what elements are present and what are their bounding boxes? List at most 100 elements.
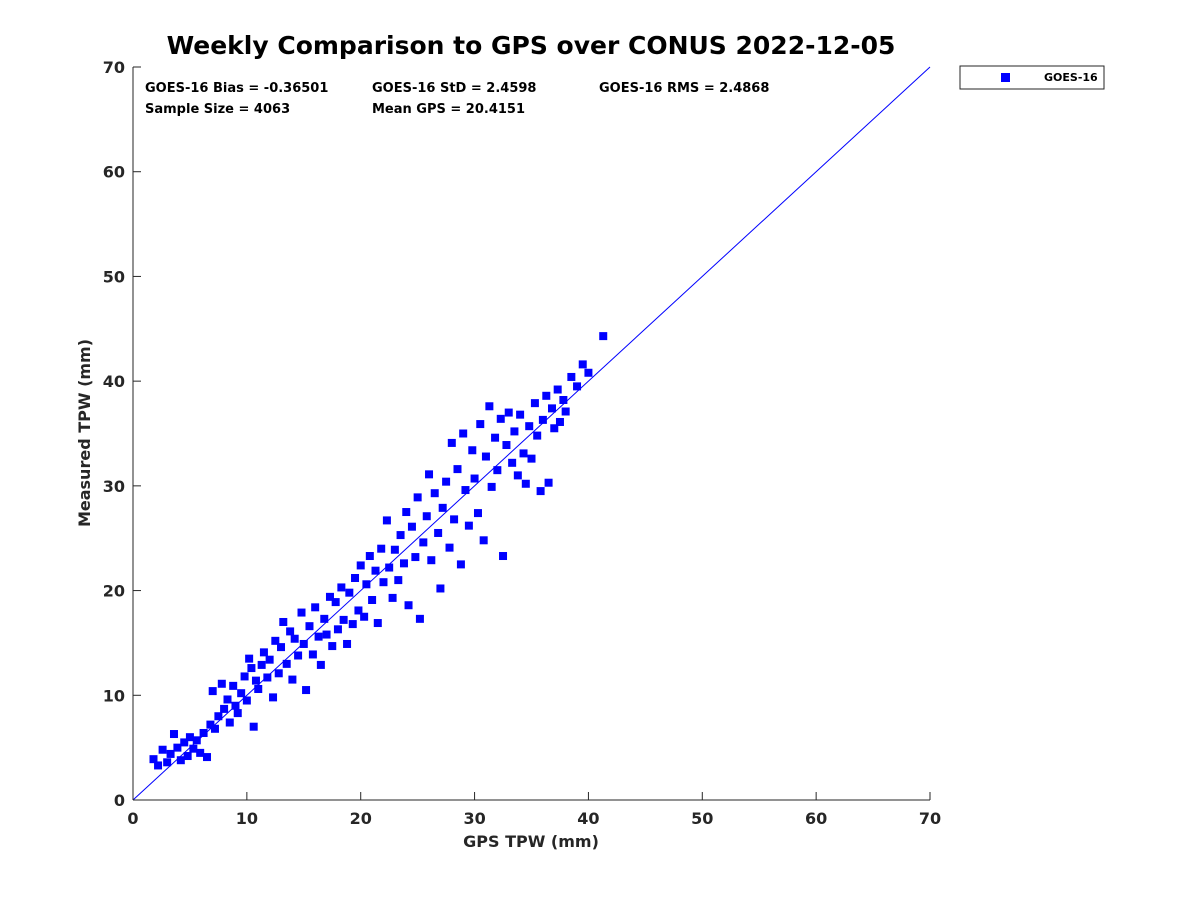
data-point bbox=[584, 368, 593, 377]
data-point bbox=[231, 701, 240, 710]
y-axis-label: Measured TPW (mm) bbox=[75, 339, 94, 527]
data-point bbox=[210, 724, 219, 733]
data-point bbox=[166, 749, 175, 758]
data-point bbox=[538, 415, 547, 424]
data-point bbox=[487, 482, 496, 491]
data-point bbox=[470, 474, 479, 483]
data-point bbox=[356, 561, 365, 570]
data-point bbox=[419, 538, 428, 547]
data-point bbox=[203, 753, 212, 762]
y-tick-label: 50 bbox=[103, 267, 125, 286]
data-point bbox=[354, 606, 363, 615]
data-point bbox=[573, 382, 582, 391]
data-point bbox=[442, 477, 451, 486]
data-point bbox=[311, 603, 320, 612]
data-point bbox=[436, 584, 445, 593]
data-point bbox=[427, 556, 436, 565]
data-point bbox=[434, 528, 443, 537]
data-point bbox=[259, 648, 268, 657]
data-point bbox=[559, 395, 568, 404]
data-point bbox=[390, 545, 399, 554]
data-point bbox=[382, 516, 391, 525]
data-point bbox=[402, 508, 411, 517]
data-point bbox=[206, 720, 215, 729]
data-point bbox=[411, 553, 420, 562]
data-point bbox=[345, 588, 354, 597]
data-point bbox=[473, 509, 482, 518]
data-point bbox=[277, 643, 286, 652]
data-point bbox=[368, 595, 377, 604]
data-point bbox=[388, 593, 397, 602]
x-tick-label: 30 bbox=[463, 809, 485, 828]
data-point bbox=[254, 685, 263, 694]
x-tick-label: 70 bbox=[919, 809, 941, 828]
data-point bbox=[447, 438, 456, 447]
data-point bbox=[547, 404, 556, 413]
data-point bbox=[521, 479, 530, 488]
data-point bbox=[530, 399, 539, 408]
data-point bbox=[555, 417, 564, 426]
data-point bbox=[217, 679, 226, 688]
data-point bbox=[320, 614, 329, 623]
y-tick-label: 60 bbox=[103, 163, 125, 182]
data-point bbox=[459, 429, 468, 438]
chart-title: Weekly Comparison to GPS over CONUS 2022… bbox=[167, 31, 896, 60]
data-point bbox=[294, 651, 303, 660]
data-point bbox=[533, 431, 542, 440]
data-point bbox=[527, 454, 536, 463]
legend-marker bbox=[1001, 73, 1010, 82]
x-tick-label: 50 bbox=[691, 809, 713, 828]
data-point bbox=[339, 615, 348, 624]
data-point bbox=[180, 738, 189, 747]
y-tick-label: 30 bbox=[103, 477, 125, 496]
y-ticks: 0 10 20 30 40 50 60 70 bbox=[103, 58, 141, 810]
data-point bbox=[237, 689, 246, 698]
data-point bbox=[189, 744, 198, 753]
data-point bbox=[169, 730, 178, 739]
data-point bbox=[158, 745, 167, 754]
data-point bbox=[502, 441, 511, 450]
data-point bbox=[456, 560, 465, 569]
data-point bbox=[516, 410, 525, 419]
data-point bbox=[510, 427, 519, 436]
data-point bbox=[185, 733, 194, 742]
data-point bbox=[308, 650, 317, 659]
data-point bbox=[245, 654, 254, 663]
data-point bbox=[371, 566, 380, 575]
data-point bbox=[461, 486, 470, 495]
data-point bbox=[453, 465, 462, 474]
data-point bbox=[149, 755, 158, 764]
data-point bbox=[297, 608, 306, 617]
data-point bbox=[257, 660, 266, 669]
data-point bbox=[173, 743, 182, 752]
data-point bbox=[373, 619, 382, 628]
data-point bbox=[365, 552, 374, 561]
data-point bbox=[536, 487, 545, 496]
x-ticks: 0 10 20 30 40 50 60 70 bbox=[127, 792, 941, 828]
data-point bbox=[343, 639, 352, 648]
legend-label-goes16: GOES-16 bbox=[1044, 71, 1098, 84]
x-tick-label: 20 bbox=[350, 809, 372, 828]
data-point bbox=[415, 614, 424, 623]
data-point bbox=[163, 758, 172, 767]
data-point bbox=[242, 696, 251, 705]
data-point bbox=[464, 521, 473, 530]
data-point bbox=[385, 563, 394, 572]
stat-rms: GOES-16 RMS = 2.4868 bbox=[599, 81, 769, 96]
data-point bbox=[269, 693, 278, 702]
data-point bbox=[192, 736, 201, 745]
x-tick-label: 0 bbox=[127, 809, 138, 828]
data-point bbox=[247, 664, 256, 673]
data-point bbox=[299, 639, 308, 648]
data-point bbox=[508, 458, 517, 467]
data-point bbox=[578, 360, 587, 369]
y-tick-label: 70 bbox=[103, 58, 125, 77]
x-tick-label: 10 bbox=[236, 809, 258, 828]
y-tick-label: 20 bbox=[103, 582, 125, 601]
data-point bbox=[525, 422, 534, 431]
data-point bbox=[468, 446, 477, 455]
data-point bbox=[360, 612, 369, 621]
data-point bbox=[519, 449, 528, 458]
data-point bbox=[404, 601, 413, 610]
data-point bbox=[413, 493, 422, 502]
